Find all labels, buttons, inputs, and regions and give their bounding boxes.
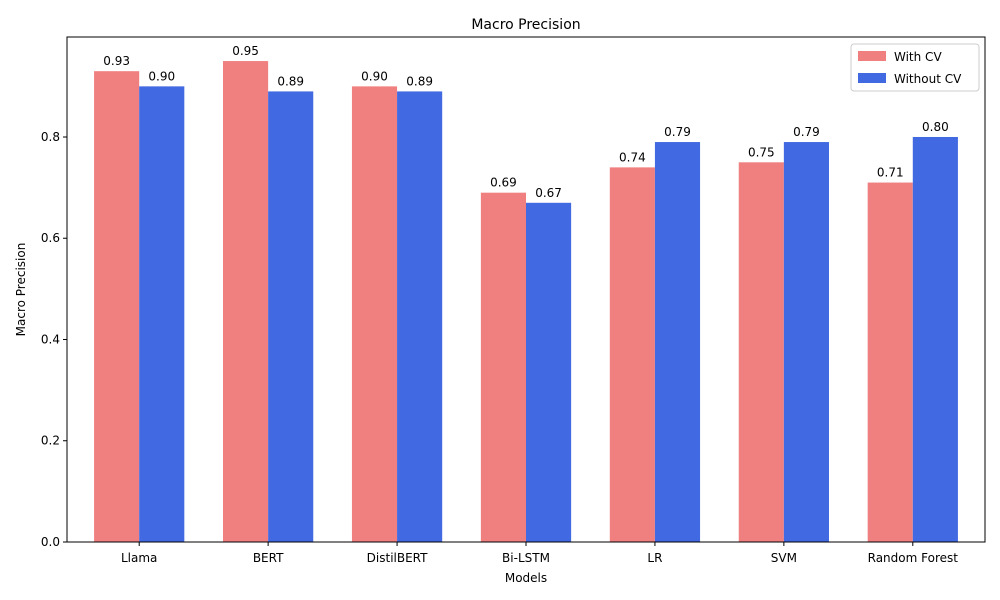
bar: [654, 142, 701, 543]
bars: [94, 61, 958, 543]
x-axis-ticks: Llama BERT DistilBERT Bi-LSTM LR SVM Random Fo…: [121, 542, 958, 565]
bar-value-label: 0.69: [490, 176, 517, 190]
x-tick-label: LR: [647, 551, 662, 565]
bar-value-label: 0.74: [619, 150, 646, 164]
bar-value-label: 0.79: [664, 125, 691, 139]
bar-value-label: 0.79: [793, 125, 820, 139]
y-tick-label: 0.8: [41, 130, 60, 144]
x-tick-label: Bi-LSTM: [502, 551, 550, 565]
plot-area-frame: [66, 36, 986, 543]
bar-value-label: 0.90: [361, 69, 388, 83]
bar: [223, 61, 269, 543]
legend-swatch: [858, 73, 886, 83]
bar-value-label: 0.71: [877, 166, 904, 180]
y-axis-label: Macro Precision: [14, 243, 28, 337]
bar: [139, 86, 185, 542]
x-tick-label: DistilBERT: [367, 551, 428, 565]
bar: [397, 91, 443, 543]
y-tick-label: 0.4: [41, 332, 60, 346]
y-tick-label: 0.2: [41, 434, 60, 448]
x-tick-label: Random Forest: [868, 551, 959, 565]
legend-label: With CV: [894, 50, 942, 64]
y-tick-label: 0.0: [41, 535, 60, 549]
bar: [867, 182, 913, 542]
x-axis-label: Models: [505, 571, 547, 585]
bar-value-label: 0.67: [535, 186, 562, 200]
bar-value-label: 0.93: [103, 54, 130, 68]
bar-value-label: 0.75: [748, 145, 775, 159]
bar: [480, 192, 526, 542]
chart-title: Macro Precision: [471, 17, 580, 33]
y-tick-label: 0.6: [41, 231, 60, 245]
bar-value-label: 0.89: [277, 74, 304, 88]
legend-swatch: [858, 51, 886, 61]
bar: [526, 202, 572, 542]
bar-value-labels: 0.93 0.95 0.90 0.69 0.74 0.75 0.71 0.90 0.89 0.89…: [103, 44, 948, 200]
bar: [738, 162, 784, 542]
legend: With CV Without CV: [850, 43, 980, 92]
bar: [783, 142, 829, 543]
bar: [268, 91, 314, 543]
y-axis-ticks: 0.0 0.2 0.4 0.6 0.8: [41, 130, 67, 549]
bar: [609, 167, 655, 542]
bar-value-label: 0.89: [406, 74, 433, 88]
x-tick-label: SVM: [771, 551, 797, 565]
bar: [94, 71, 140, 542]
legend-label: Without CV: [894, 72, 962, 86]
bar-value-label: 0.95: [232, 44, 259, 58]
x-tick-label: BERT: [253, 551, 284, 565]
bar-value-label: 0.90: [148, 69, 175, 83]
x-tick-label: Llama: [121, 551, 157, 565]
bar: [351, 86, 398, 542]
bar-value-label: 0.80: [922, 120, 949, 134]
bar: [912, 136, 958, 542]
